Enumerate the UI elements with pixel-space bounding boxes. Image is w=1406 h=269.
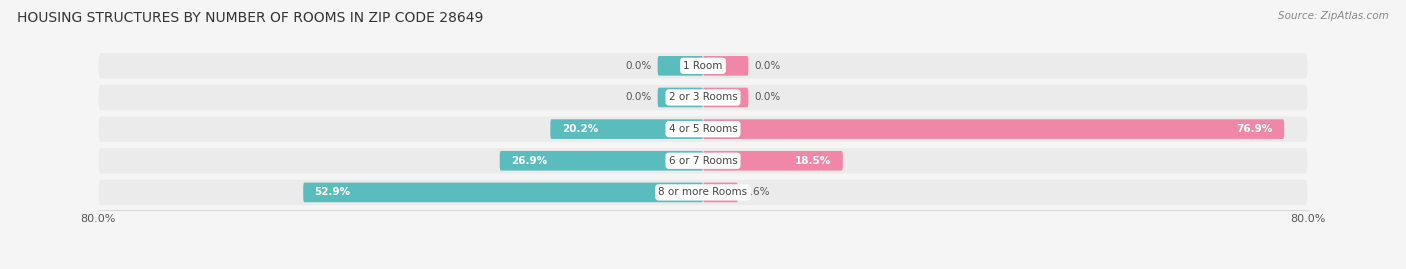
FancyBboxPatch shape: [703, 119, 1284, 139]
FancyBboxPatch shape: [98, 180, 1308, 205]
Text: Source: ZipAtlas.com: Source: ZipAtlas.com: [1278, 11, 1389, 21]
FancyBboxPatch shape: [658, 56, 703, 76]
Text: 20.2%: 20.2%: [561, 124, 598, 134]
Text: 76.9%: 76.9%: [1236, 124, 1272, 134]
Text: 8 or more Rooms: 8 or more Rooms: [658, 187, 748, 197]
FancyBboxPatch shape: [703, 183, 738, 202]
Text: 0.0%: 0.0%: [626, 93, 651, 102]
Text: 1 Room: 1 Room: [683, 61, 723, 71]
Text: 18.5%: 18.5%: [796, 156, 831, 166]
FancyBboxPatch shape: [98, 53, 1308, 79]
FancyBboxPatch shape: [98, 148, 1308, 174]
FancyBboxPatch shape: [703, 56, 748, 76]
FancyBboxPatch shape: [658, 88, 703, 107]
FancyBboxPatch shape: [98, 116, 1308, 142]
Text: 4 or 5 Rooms: 4 or 5 Rooms: [669, 124, 737, 134]
FancyBboxPatch shape: [499, 151, 703, 171]
Text: 2 or 3 Rooms: 2 or 3 Rooms: [669, 93, 737, 102]
Text: 26.9%: 26.9%: [510, 156, 547, 166]
Text: 6 or 7 Rooms: 6 or 7 Rooms: [669, 156, 737, 166]
FancyBboxPatch shape: [98, 85, 1308, 110]
FancyBboxPatch shape: [703, 88, 748, 107]
Text: HOUSING STRUCTURES BY NUMBER OF ROOMS IN ZIP CODE 28649: HOUSING STRUCTURES BY NUMBER OF ROOMS IN…: [17, 11, 484, 25]
Legend: Owner-occupied, Renter-occupied: Owner-occupied, Renter-occupied: [576, 266, 830, 269]
Text: 4.6%: 4.6%: [744, 187, 770, 197]
Text: 0.0%: 0.0%: [626, 61, 651, 71]
Text: 0.0%: 0.0%: [755, 61, 780, 71]
FancyBboxPatch shape: [703, 151, 842, 171]
FancyBboxPatch shape: [550, 119, 703, 139]
Text: 0.0%: 0.0%: [755, 93, 780, 102]
FancyBboxPatch shape: [304, 183, 703, 202]
Text: 52.9%: 52.9%: [315, 187, 350, 197]
